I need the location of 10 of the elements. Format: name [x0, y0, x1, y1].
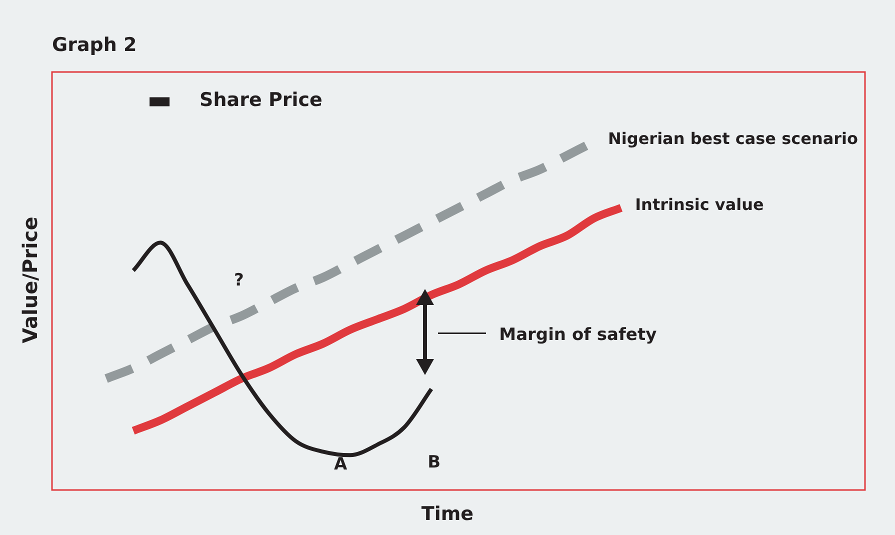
annotation: ? — [234, 270, 244, 290]
legend-label: Share Price — [200, 89, 322, 112]
chart-title: Graph 2 — [52, 34, 137, 56]
annotation: A — [334, 454, 348, 474]
annotation: B — [428, 452, 441, 472]
series-label: Nigerian best case scenario — [608, 128, 858, 148]
x-axis-title: Time — [420, 503, 475, 525]
annotation: Margin of safety — [499, 324, 657, 345]
series-label: Intrinsic value — [635, 195, 764, 214]
y-axis-title: Value/Price — [18, 216, 42, 346]
